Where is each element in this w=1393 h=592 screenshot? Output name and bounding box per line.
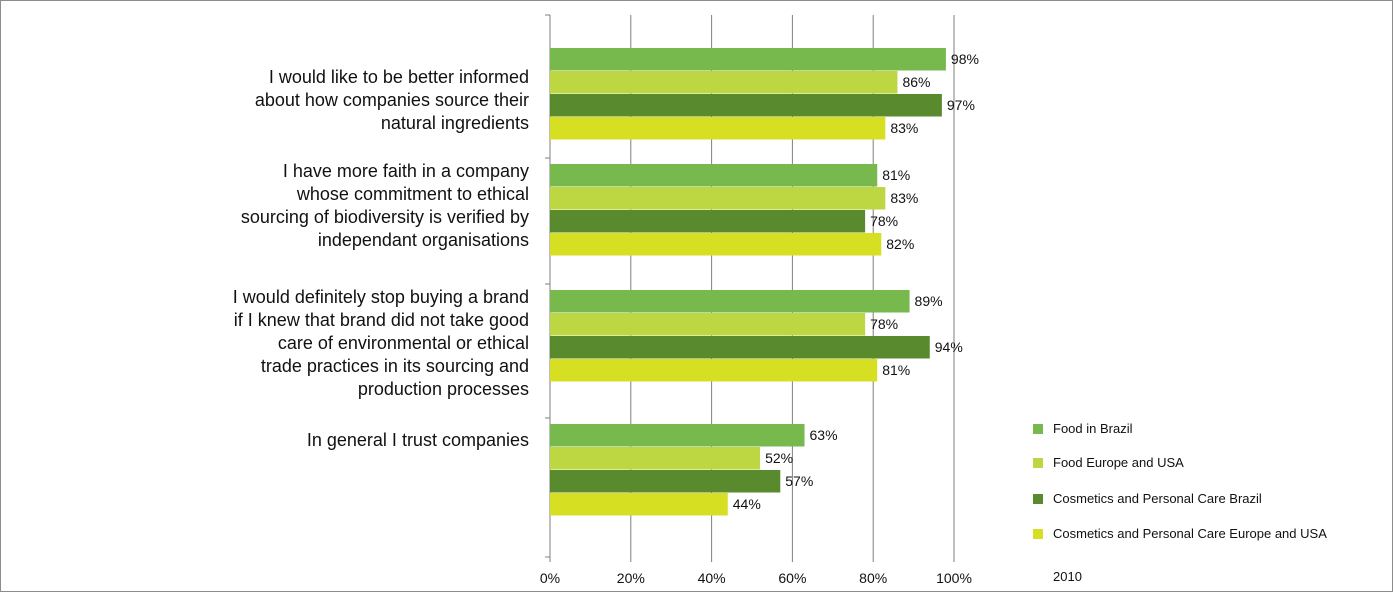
category-label-2: I would definitely stop buying a brand i… [232,287,529,399]
data-label-c1-s2: 78% [870,213,898,229]
bar-c3-s3 [550,493,728,516]
x-tick-label-100: 100% [936,570,972,586]
bar-c2-s3 [550,359,878,382]
bar-c2-s0 [550,290,910,313]
data-label-c2-s0: 89% [915,293,943,309]
data-label-c3-s3: 44% [733,496,761,512]
data-label-c1-s0: 81% [882,167,910,183]
legend-item-3: Cosmetics and Personal Care Europe and U… [1033,526,1327,541]
legend-swatch-1 [1033,458,1043,468]
data-label-c2-s3: 81% [882,362,910,378]
legend-label-2: Cosmetics and Personal Care Brazil [1053,491,1262,506]
bar-c2-s1 [550,313,866,336]
legend-item-2: Cosmetics and Personal Care Brazil [1033,491,1262,506]
data-label-c0-s2: 97% [947,97,975,113]
data-label-c2-s1: 78% [870,316,898,332]
legend-swatch-0 [1033,424,1043,434]
legend-swatch-3 [1033,529,1043,539]
bar-c1-s3 [550,233,882,256]
data-label-c0-s0: 98% [951,51,979,67]
x-tick-label-0: 0% [540,570,560,586]
bar-c3-s2 [550,470,781,493]
x-tick-label-80: 80% [859,570,887,586]
data-label-c0-s3: 83% [890,120,918,136]
bar-c0-s3 [550,117,886,140]
bar-c1-s1 [550,187,886,210]
legend-label-3: Cosmetics and Personal Care Europe and U… [1053,526,1327,541]
data-label-c1-s1: 83% [890,190,918,206]
data-label-c3-s1: 52% [765,450,793,466]
bar-c0-s2 [550,94,942,117]
year-note: 2010 [1053,569,1082,584]
data-label-c3-s2: 57% [785,473,813,489]
legend-swatch-2 [1033,494,1043,504]
data-label-c0-s1: 86% [902,74,930,90]
legend-label-0: Food in Brazil [1053,421,1133,436]
data-label-c1-s3: 82% [886,236,914,252]
category-label-1: I have more faith in a company whose com… [240,161,529,250]
bar-c2-s2 [550,336,930,359]
data-label-c2-s2: 94% [935,339,963,355]
bar-c3-s0 [550,424,805,447]
category-label-0: I would like to be better informed about… [254,67,529,133]
x-tick-label-20: 20% [617,570,645,586]
x-tick-label-40: 40% [698,570,726,586]
bar-c0-s0 [550,48,946,71]
x-tick-label-60: 60% [778,570,806,586]
bar-c1-s2 [550,210,866,233]
bar-c0-s1 [550,71,898,94]
legend-item-0: Food in Brazil [1033,421,1133,436]
legend-label-1: Food Europe and USA [1053,455,1184,470]
category-label-3: In general I trust companies [306,430,529,450]
bar-c1-s0 [550,164,878,187]
legend-item-1: Food Europe and USA [1033,455,1184,470]
data-label-c3-s0: 63% [810,427,838,443]
bar-c3-s1 [550,447,761,470]
